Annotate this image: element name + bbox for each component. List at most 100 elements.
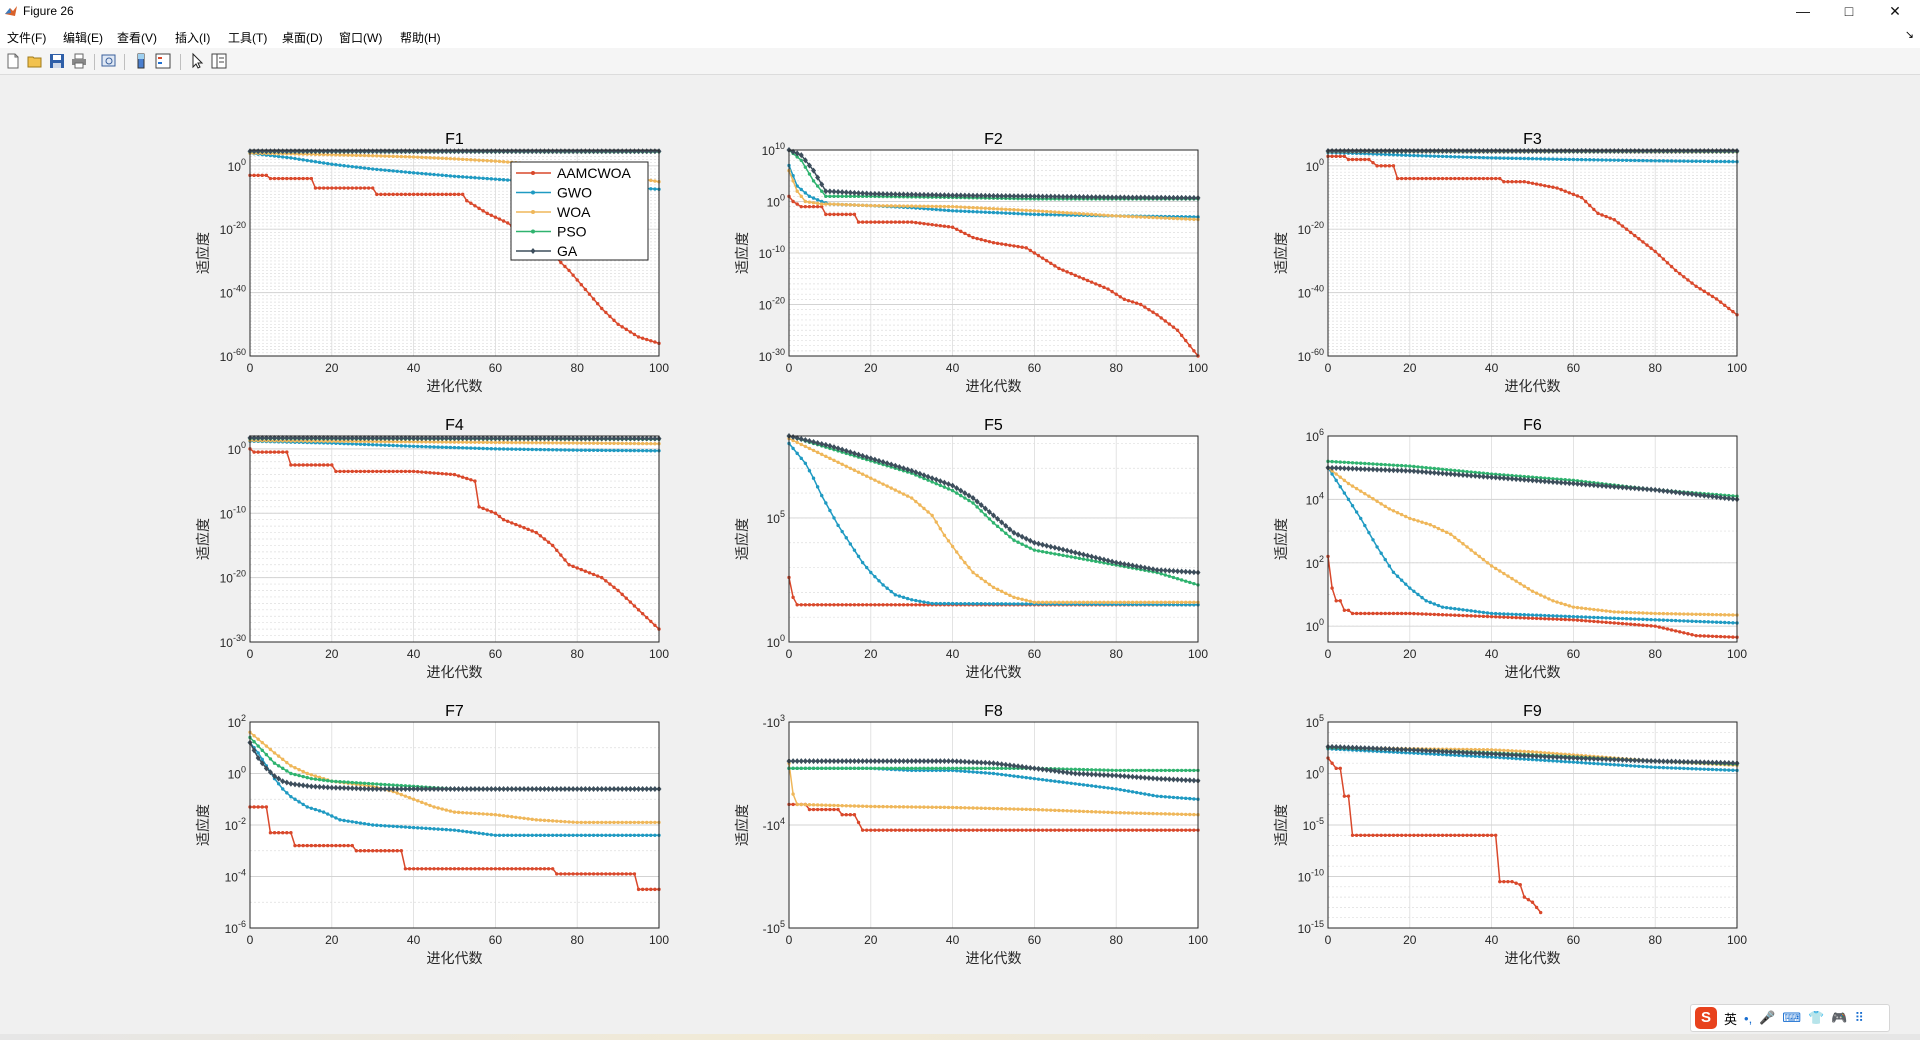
marker-GA — [1019, 533, 1025, 540]
marker-WOA — [1465, 545, 1469, 549]
marker-WOA — [1065, 211, 1069, 215]
marker-AAMCWOA — [407, 867, 412, 871]
open-icon[interactable] — [26, 52, 44, 70]
marker-GA — [1183, 194, 1189, 201]
marker-AAMCWOA — [824, 212, 828, 217]
marker-PSO — [399, 783, 404, 788]
marker-AAMCWOA — [1449, 176, 1453, 181]
marker-PSO — [346, 780, 350, 784]
marker-PSO — [338, 780, 342, 784]
marker-GA — [1570, 147, 1576, 154]
marker-GWO — [608, 833, 612, 837]
marker-GWO — [1518, 612, 1522, 617]
marker-GWO — [1036, 212, 1041, 217]
new-figure-icon[interactable] — [4, 52, 22, 70]
marker-GWO — [371, 167, 375, 171]
maximize-button[interactable]: □ — [1844, 3, 1854, 19]
minimize-button[interactable]: — — [1796, 3, 1810, 19]
marker-GWO — [1493, 156, 1498, 160]
print-icon[interactable] — [70, 52, 88, 70]
marker-AAMCWOA — [1481, 176, 1486, 181]
marker-GWO — [1436, 752, 1441, 757]
marker-GA — [325, 435, 331, 442]
menu-file[interactable]: 文件(F) — [7, 31, 47, 45]
marker-WOA — [828, 202, 832, 206]
marker-AAMCWOA — [1682, 275, 1686, 279]
menu-insert[interactable]: 插入(I) — [175, 31, 211, 45]
subplot-title: F8 — [984, 703, 1003, 720]
y-tick-label: 10-10 — [1298, 868, 1324, 885]
marker-AAMCWOA — [1432, 176, 1437, 181]
menu-overflow-icon[interactable]: ↘ — [1904, 29, 1914, 41]
marker-GWO — [897, 594, 902, 598]
marker-GA — [292, 781, 298, 788]
marker-AAMCWOA — [1612, 621, 1617, 625]
marker-WOA — [436, 156, 440, 160]
marker-WOA — [1359, 489, 1363, 493]
marker-WOA — [1024, 598, 1028, 603]
marker-GWO — [807, 469, 812, 473]
marker-GWO — [1694, 619, 1698, 624]
marker-GWO — [1706, 620, 1711, 624]
marker-WOA — [1130, 214, 1135, 219]
marker-GA — [1464, 472, 1470, 479]
marker-AAMCWOA — [272, 176, 277, 181]
marker-WOA — [563, 819, 567, 824]
marker-GWO — [567, 833, 571, 837]
marker-PSO — [975, 505, 979, 509]
print-preview-icon[interactable] — [100, 52, 118, 70]
marker-GWO — [432, 172, 436, 177]
marker-AAMCWOA — [820, 807, 824, 812]
save-icon[interactable] — [48, 52, 66, 70]
marker-AAMCWOA — [1653, 624, 1657, 628]
marker-GWO — [485, 446, 489, 451]
menu-tools[interactable]: 工具(T) — [228, 31, 268, 45]
marker-GWO — [1114, 787, 1118, 791]
marker-WOA — [489, 440, 494, 445]
marker-GA — [1656, 487, 1662, 494]
marker-GWO — [1044, 778, 1049, 782]
marker-AAMCWOA — [1592, 207, 1596, 212]
close-button[interactable]: ✕ — [1889, 3, 1901, 19]
marker-PSO — [1338, 460, 1342, 464]
marker-PSO — [281, 766, 285, 771]
marker-AAMCWOA — [649, 339, 653, 343]
marker-GWO — [1673, 766, 1678, 770]
marker-GWO — [473, 176, 477, 180]
marker-WOA — [930, 513, 934, 518]
marker-WOA — [579, 820, 583, 825]
marker-GWO — [934, 207, 938, 212]
marker-GA — [1628, 484, 1634, 491]
marker-AAMCWOA — [1122, 297, 1127, 302]
marker-AAMCWOA — [481, 506, 485, 511]
menu-desktop[interactable]: 桌面(D) — [282, 31, 323, 45]
marker-GWO — [1379, 152, 1383, 156]
menu-edit[interactable]: 编辑(E) — [63, 31, 103, 45]
marker-AAMCWOA — [313, 186, 318, 190]
marker-GWO — [1718, 768, 1723, 772]
marker-WOA — [922, 805, 926, 809]
marker-GWO — [415, 444, 420, 449]
menu-help[interactable]: 帮助(H) — [400, 31, 441, 45]
legend-icon[interactable] — [154, 52, 172, 70]
marker-AAMCWOA — [1044, 828, 1049, 832]
marker-AAMCWOA — [358, 849, 363, 853]
menu-window[interactable]: 窗口(W) — [339, 31, 383, 45]
marker-AAMCWOA — [1718, 634, 1723, 639]
marker-GA — [615, 785, 621, 792]
marker-GA — [382, 435, 388, 442]
pointer-icon[interactable] — [188, 52, 206, 70]
marker-AAMCWOA — [873, 603, 877, 607]
marker-GA — [970, 495, 976, 502]
marker-WOA — [1727, 613, 1731, 617]
marker-WOA — [799, 442, 803, 447]
marker-GA — [345, 785, 351, 792]
x-tick-label: 40 — [1485, 933, 1499, 947]
marker-AAMCWOA — [1543, 183, 1547, 188]
marker-WOA — [1028, 807, 1033, 812]
colorbar-icon[interactable] — [132, 52, 150, 70]
marker-AAMCWOA — [1534, 616, 1539, 621]
marker-WOA — [514, 440, 518, 445]
property-inspector-icon[interactable] — [210, 52, 228, 70]
menu-view[interactable]: 查看(V) — [117, 31, 157, 45]
